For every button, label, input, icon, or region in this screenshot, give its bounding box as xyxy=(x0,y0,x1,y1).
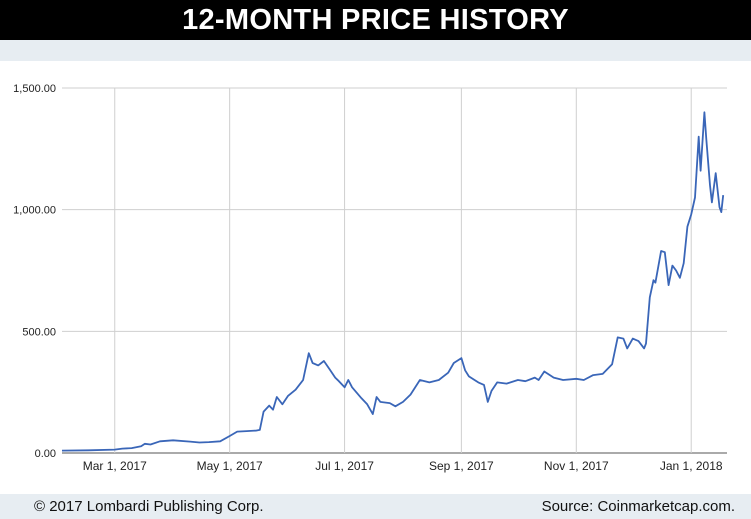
y-tick-labels: 0.00 500.00 1,000.00 1,500.00 xyxy=(13,83,56,460)
x-tick-label: Jan 1, 2018 xyxy=(660,459,723,473)
footer: © 2017 Lombardi Publishing Corp. Source:… xyxy=(0,494,751,519)
top-band xyxy=(0,40,751,61)
chart-area: 0.00 500.00 1,000.00 1,500.00 Mar 1, 2017 Ma… xyxy=(0,61,751,494)
x-tick-label: May 1, 2017 xyxy=(197,459,263,473)
copyright-text: © 2017 Lombardi Publishing Corp. xyxy=(34,498,264,515)
x-tick-label: Sep 1, 2017 xyxy=(429,459,494,473)
y-tick-label: 1,500.00 xyxy=(13,83,56,95)
y-tick-label: 0.00 xyxy=(35,448,56,460)
x-tick-label: Jul 1, 2017 xyxy=(315,459,374,473)
chart-title: 12-MONTH PRICE HISTORY xyxy=(182,3,569,36)
grid-layer xyxy=(62,87,727,454)
series-layer xyxy=(61,111,725,452)
y-tick-label: 500.00 xyxy=(22,326,56,338)
source-text: Source: Coinmarketcap.com. xyxy=(541,498,735,515)
x-tick-label: Mar 1, 2017 xyxy=(83,459,147,473)
series-line-0 xyxy=(61,111,725,452)
x-tick-labels: Mar 1, 2017 May 1, 2017 Jul 1, 2017 Sep 1, … xyxy=(83,459,723,473)
title-bar: 12-MONTH PRICE HISTORY xyxy=(0,0,751,40)
x-tick-label: Nov 1, 2017 xyxy=(544,459,609,473)
y-tick-label: 1,000.00 xyxy=(13,205,56,217)
